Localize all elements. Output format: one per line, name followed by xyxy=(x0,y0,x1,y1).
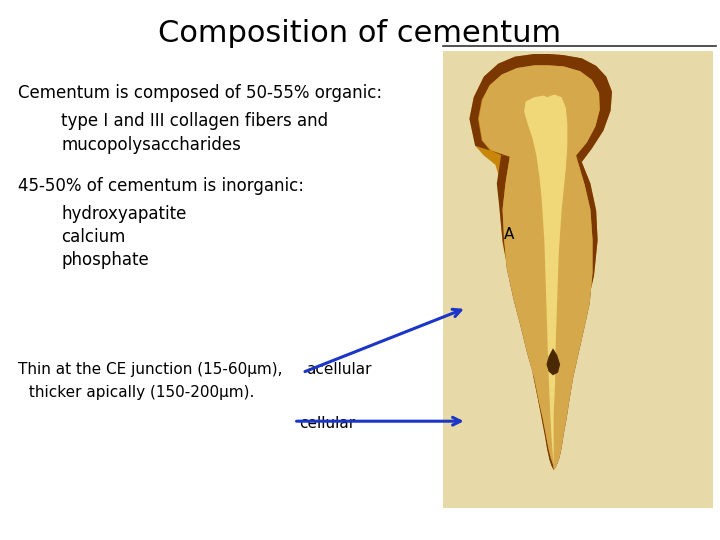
Text: thicker apically (150-200μm).: thicker apically (150-200μm). xyxy=(24,385,254,400)
Text: phosphate: phosphate xyxy=(61,251,149,268)
Polygon shape xyxy=(469,54,612,470)
Text: mucopolysaccharides: mucopolysaccharides xyxy=(61,136,241,154)
Polygon shape xyxy=(479,65,600,470)
Polygon shape xyxy=(546,348,560,375)
Text: cellular: cellular xyxy=(299,416,355,431)
Text: Cementum is composed of 50-55% organic:: Cementum is composed of 50-55% organic: xyxy=(18,84,382,102)
Text: A: A xyxy=(504,227,514,242)
Bar xyxy=(443,51,713,508)
Text: calcium: calcium xyxy=(61,228,125,246)
Polygon shape xyxy=(524,94,567,470)
Polygon shape xyxy=(549,156,598,470)
Polygon shape xyxy=(497,155,555,470)
Text: Composition of cementum: Composition of cementum xyxy=(158,19,562,48)
Text: Thin at the CE junction (15-60μm),: Thin at the CE junction (15-60μm), xyxy=(18,362,282,377)
Text: 45-50% of cementum is inorganic:: 45-50% of cementum is inorganic: xyxy=(18,177,304,195)
Polygon shape xyxy=(469,54,612,162)
Text: acellular: acellular xyxy=(306,362,372,377)
Text: type I and III collagen fibers and: type I and III collagen fibers and xyxy=(61,112,328,130)
Text: hydroxyapatite: hydroxyapatite xyxy=(61,205,186,223)
